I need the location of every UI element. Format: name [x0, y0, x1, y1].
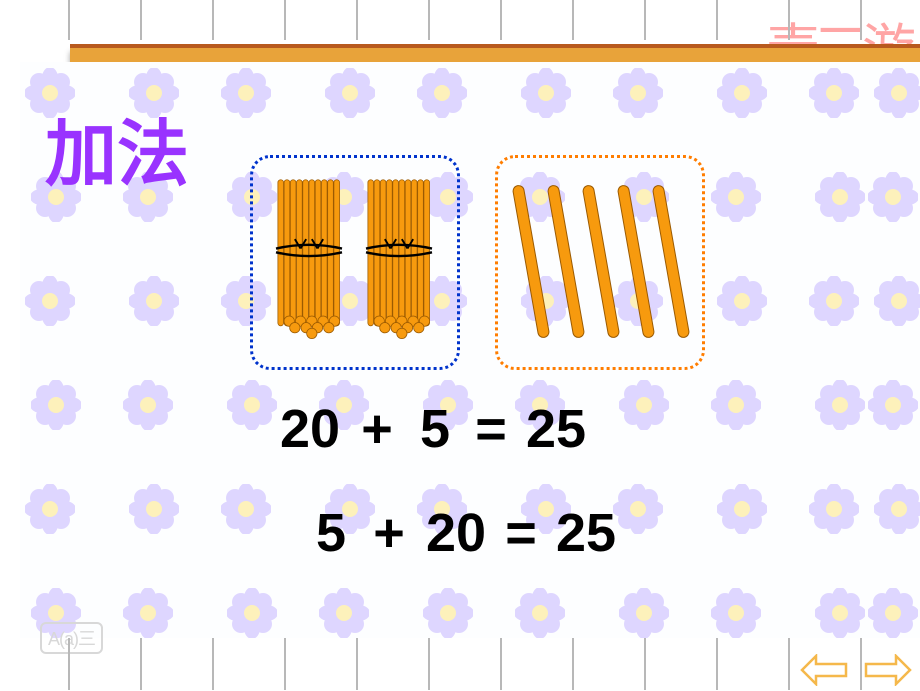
flower-icon	[868, 380, 918, 430]
flower-icon	[809, 484, 859, 534]
ruler-tick	[284, 638, 286, 690]
flower-icon	[619, 588, 669, 638]
flower-icon	[717, 68, 767, 118]
ruler-tick	[500, 0, 502, 40]
loose-stick	[547, 184, 586, 339]
eq1-b: 5	[404, 398, 466, 460]
flower-icon	[619, 380, 669, 430]
flower-icon	[868, 172, 918, 222]
ruler-tick	[500, 638, 502, 690]
eq1-op: +	[350, 398, 404, 460]
flower-icon	[515, 588, 565, 638]
ruler-tick	[572, 0, 574, 40]
loose-sticks-group	[510, 178, 690, 348]
ruler-tick	[788, 638, 790, 690]
eq2-b: 20	[416, 502, 496, 564]
flower-icon	[717, 276, 767, 326]
flower-icon	[613, 68, 663, 118]
equation-2: 5 + 20 = 25	[300, 502, 626, 564]
ruler-tick	[356, 638, 358, 690]
ruler-tick	[212, 638, 214, 690]
flower-icon	[809, 276, 859, 326]
equation-1: 20 + 5 = 25	[270, 398, 596, 460]
ruler-tick	[140, 638, 142, 690]
flower-icon	[423, 588, 473, 638]
flower-icon	[711, 380, 761, 430]
flower-icon	[874, 276, 920, 326]
eq2-eq: =	[496, 502, 546, 564]
ruler-tick	[68, 0, 70, 40]
flower-icon	[123, 380, 173, 430]
eq2-c: 25	[546, 502, 626, 564]
flower-icon	[717, 484, 767, 534]
ruler-tick	[284, 0, 286, 40]
flower-icon	[815, 588, 865, 638]
ruler-tick	[572, 638, 574, 690]
flower-icon	[874, 484, 920, 534]
ruler-tick	[644, 0, 646, 40]
flower-icon	[129, 276, 179, 326]
loose-stick	[582, 184, 621, 339]
ruler-tick	[68, 638, 70, 690]
eq1-c: 25	[516, 398, 596, 460]
loose-stick	[512, 184, 551, 339]
loose-stick	[652, 184, 691, 339]
flower-icon	[221, 68, 271, 118]
eq2-op: +	[362, 502, 416, 564]
ruler-tick	[860, 638, 862, 690]
ruler-tick	[140, 0, 142, 40]
ruler-tick	[428, 638, 430, 690]
ruler-tick	[212, 0, 214, 40]
flower-icon	[325, 68, 375, 118]
ruler-tick	[788, 0, 790, 40]
flower-icon	[521, 68, 571, 118]
flower-icon	[31, 380, 81, 430]
flower-icon	[221, 484, 271, 534]
ruler-tick	[716, 0, 718, 40]
flower-icon	[319, 588, 369, 638]
flower-icon	[815, 380, 865, 430]
ruler-tick	[356, 0, 358, 40]
flower-icon	[123, 588, 173, 638]
ruler-tick	[644, 638, 646, 690]
flower-icon	[868, 588, 918, 638]
prev-arrow[interactable]	[800, 654, 848, 686]
eq2-a: 5	[300, 502, 362, 564]
flower-icon	[129, 484, 179, 534]
flower-icon	[809, 68, 859, 118]
page-title: 加法	[45, 95, 189, 200]
ruler-tick	[428, 0, 430, 40]
flower-icon	[874, 68, 920, 118]
flower-icon	[417, 68, 467, 118]
flower-icon	[711, 588, 761, 638]
bottom-ruler	[0, 638, 920, 690]
ruler-tick	[860, 0, 862, 40]
next-arrow[interactable]	[864, 654, 912, 686]
flower-icon	[711, 172, 761, 222]
stick-bundle	[270, 175, 348, 340]
stick-bundle	[360, 175, 438, 340]
divider-bar	[70, 48, 920, 62]
flower-icon	[25, 276, 75, 326]
eq1-eq: =	[466, 398, 516, 460]
eq1-a: 20	[270, 398, 350, 460]
flower-icon	[815, 172, 865, 222]
flower-icon	[25, 484, 75, 534]
flower-icon	[227, 588, 277, 638]
ruler-tick	[716, 638, 718, 690]
loose-stick	[617, 184, 656, 339]
watermark: A(a)三	[40, 622, 103, 654]
